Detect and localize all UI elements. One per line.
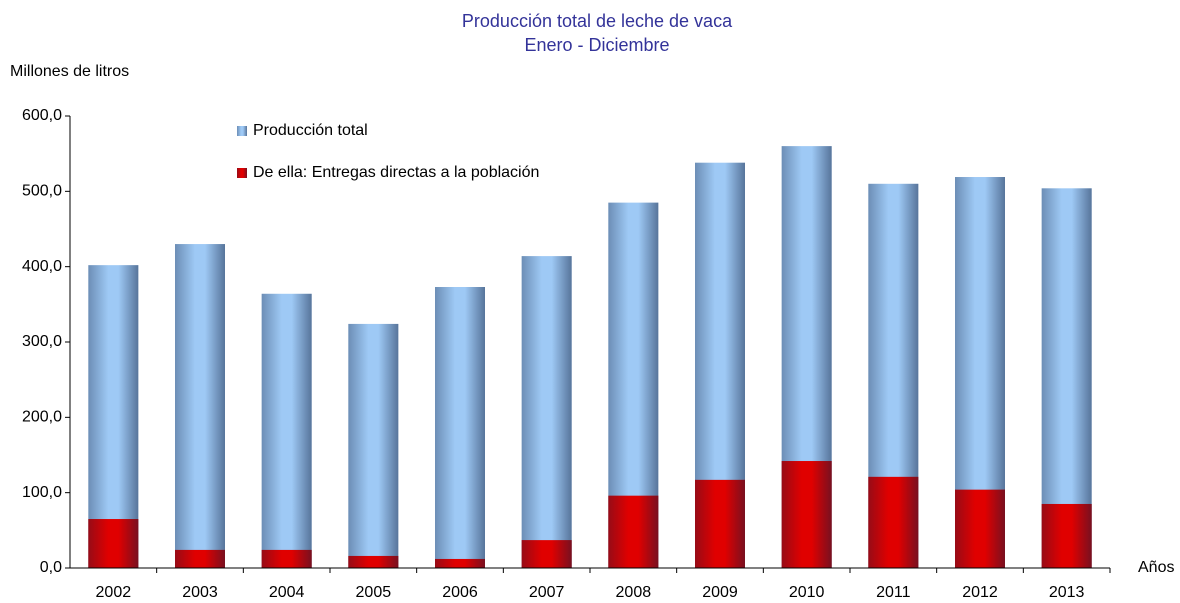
bar-shade [608, 495, 659, 568]
x-tick-label: 2006 [442, 584, 478, 601]
bar-shade [261, 293, 312, 568]
bar-shade [781, 461, 832, 568]
x-tick-label: 2012 [962, 584, 998, 601]
y-tick-label: 600,0 [22, 107, 62, 124]
bar-shade [348, 323, 399, 568]
bar-shade [521, 540, 572, 568]
y-tick-label: 200,0 [22, 409, 62, 426]
bar-shade [695, 479, 745, 568]
bar-shade [868, 476, 919, 568]
x-tick-label: 2002 [96, 584, 132, 601]
y-tick-label: 400,0 [22, 258, 62, 275]
bar-shade [175, 549, 225, 568]
x-tick-label: 2011 [876, 584, 911, 601]
y-axis-label: Millones de litros [10, 63, 129, 80]
x-tick-label: 2008 [616, 584, 652, 601]
bar-shade [261, 549, 312, 568]
chart-title: Producción total de leche de vaca [462, 11, 733, 31]
y-tick-label: 500,0 [22, 183, 62, 200]
y-tick-label: 0,0 [40, 559, 62, 576]
y-tick-label: 300,0 [22, 333, 62, 350]
x-tick-label: 2013 [1049, 584, 1085, 601]
x-tick-label: 2003 [182, 584, 218, 601]
x-axis-label: Años [1138, 559, 1174, 576]
bar-shade [435, 287, 485, 568]
chart-subtitle: Enero - Diciembre [524, 35, 669, 55]
x-tick-label: 2004 [269, 584, 305, 601]
bar-shade [88, 519, 139, 568]
legend-label: De ella: Entregas directas a la població… [253, 164, 539, 181]
bar-shade [521, 256, 572, 568]
bar-shade [955, 489, 1005, 568]
bar-shade [88, 265, 139, 568]
legend-swatch-shade [237, 168, 247, 178]
legend-swatch-shade [237, 126, 247, 136]
y-tick-label: 100,0 [22, 484, 62, 501]
x-tick-label: 2005 [356, 584, 392, 601]
bar-shade [348, 555, 399, 568]
x-tick-label: 2009 [702, 584, 738, 601]
x-tick-label: 2010 [789, 584, 825, 601]
bar-shade [1041, 503, 1092, 568]
legend-label: Producción total [253, 122, 368, 139]
bar-shade [175, 244, 225, 569]
x-tick-label: 2007 [529, 584, 565, 601]
bar-shade [435, 558, 485, 568]
